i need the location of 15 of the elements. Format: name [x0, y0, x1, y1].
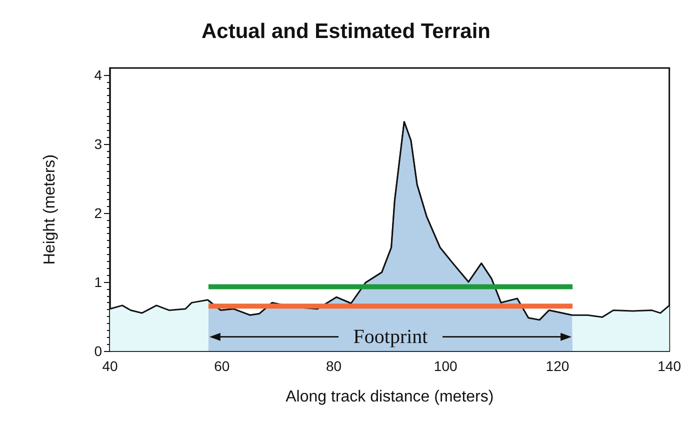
chart-title: Actual and Estimated Terrain — [201, 20, 491, 43]
y-tick-label: 4 — [94, 66, 102, 83]
y-tick-label: 0 — [94, 343, 102, 359]
y-tick-label: 3 — [94, 136, 102, 152]
x-tick-label: 40 — [102, 358, 118, 374]
annotation: Footprint — [353, 326, 428, 348]
y-axis-title: Height (meters) — [42, 154, 58, 265]
y-tick-label: 1 — [94, 274, 102, 290]
x-tick-label: 100 — [434, 358, 458, 374]
x-axis-title: Along track distance (meters) — [286, 388, 494, 406]
x-tick-label: 60 — [214, 358, 230, 374]
x-tick-label: 80 — [326, 358, 342, 374]
y-tick-label: 2 — [94, 204, 102, 221]
x-tick-label: 120 — [546, 358, 570, 374]
x-tick-label: 140 — [658, 358, 682, 374]
